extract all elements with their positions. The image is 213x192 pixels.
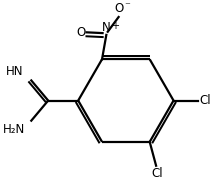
Text: Cl: Cl (151, 167, 163, 180)
Text: O: O (115, 2, 124, 15)
Text: H₂N: H₂N (3, 123, 25, 136)
Text: +: + (111, 21, 119, 31)
Text: Cl: Cl (199, 94, 211, 107)
Text: HN: HN (6, 65, 23, 78)
Text: ⁻: ⁻ (124, 2, 130, 12)
Text: O: O (76, 26, 85, 40)
Text: N: N (102, 21, 111, 34)
